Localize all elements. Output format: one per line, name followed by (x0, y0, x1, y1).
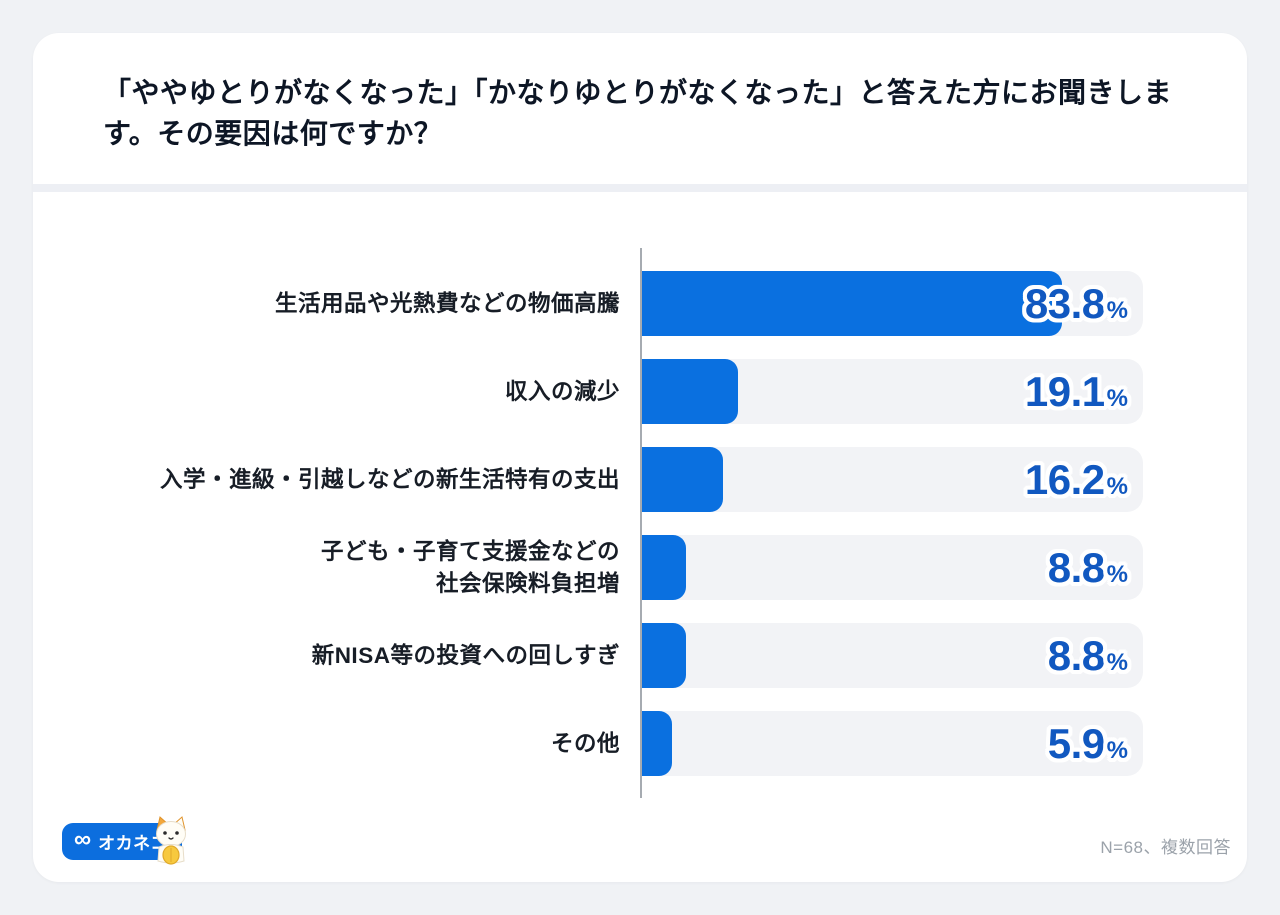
bar-fill (642, 623, 687, 689)
cat-mascot-icon (150, 814, 192, 871)
value-label: 8.8% (1048, 544, 1128, 592)
value-number: 19.1 (1024, 367, 1105, 415)
value-label: 19.1% (1025, 368, 1128, 416)
value-number: 8.8 (1047, 631, 1105, 679)
bar-row: 生活用品や光熱費などの物価高騰 83.8% (33, 271, 1247, 337)
bar-track: 5.9% (642, 711, 1143, 777)
logo-text: オカネコ (98, 834, 168, 854)
value-label: 5.9% (1048, 720, 1128, 768)
footer: ∞ オカネコ N=68、複数回答 (33, 816, 1247, 865)
value-unit: % (1106, 384, 1128, 412)
value-label: 16.2% (1025, 456, 1128, 504)
category-label: 収入の減少 (504, 378, 620, 404)
bar-fill (642, 711, 672, 777)
value-unit: % (1106, 296, 1128, 324)
bar-track: 8.8% (642, 623, 1143, 689)
bar-chart-rows: 生活用品や光熱費などの物価高騰 83.8% 収入の減少 19.1% 入学・進級・… (33, 271, 1247, 777)
axis-line (640, 248, 642, 799)
bar-track: 16.2% (642, 447, 1143, 513)
category-label: 生活用品や光熱費などの物価高騰 (274, 290, 620, 316)
bar-track: 19.1% (642, 359, 1143, 425)
value-unit: % (1106, 648, 1128, 676)
category-label: 新NISA等の投資への回しすぎ (311, 642, 620, 668)
value-number: 8.8 (1047, 543, 1105, 591)
bar-row: 新NISA等の投資への回しすぎ 8.8% (33, 623, 1247, 689)
value-unit: % (1106, 560, 1128, 588)
bar-row: 入学・進級・引越しなどの新生活特有の支出 16.2% (33, 447, 1247, 513)
value-label: 83.8% (1025, 280, 1128, 328)
bar-fill (642, 535, 687, 601)
bar-fill (642, 359, 738, 425)
value-label: 8.8% (1048, 632, 1128, 680)
sample-size-note: N=68、複数回答 (1100, 838, 1231, 858)
value-unit: % (1106, 472, 1128, 500)
value-unit: % (1106, 736, 1128, 764)
category-label: 入学・進級・引越しなどの新生活特有の支出 (159, 466, 620, 492)
category-label: 子ども・子育て支援金などの 社会保険料負担増 (320, 539, 620, 596)
bar-fill (642, 447, 724, 513)
value-number: 16.2 (1024, 455, 1105, 503)
page-title: 「ややゆとりがなくなった」「かなりゆとりがなくなった」と答えた方にお聞きします。… (103, 77, 1173, 149)
divider (33, 184, 1247, 193)
bar-row: その他 5.9% (33, 711, 1247, 777)
title-section: 「ややゆとりがなくなった」「かなりゆとりがなくなった」と答えた方にお聞きします。… (33, 33, 1247, 184)
infinity-glasses-icon: ∞ (74, 826, 92, 854)
okaneko-logo: ∞ オカネコ (62, 816, 186, 865)
bar-fill (642, 271, 1062, 337)
bar-track: 83.8% (642, 271, 1143, 337)
bar-row: 子ども・子育て支援金などの 社会保険料負担増 8.8% (33, 535, 1247, 601)
bar-row: 収入の減少 19.1% (33, 359, 1247, 425)
value-number: 83.8 (1024, 279, 1105, 327)
category-label: その他 (550, 730, 620, 756)
bar-chart: 生活用品や光熱費などの物価高騰 83.8% 収入の減少 19.1% 入学・進級・… (33, 248, 1247, 799)
value-number: 5.9 (1047, 719, 1105, 767)
bar-track: 8.8% (642, 535, 1143, 601)
survey-card: 「ややゆとりがなくなった」「かなりゆとりがなくなった」と答えた方にお聞きします。… (33, 33, 1247, 882)
